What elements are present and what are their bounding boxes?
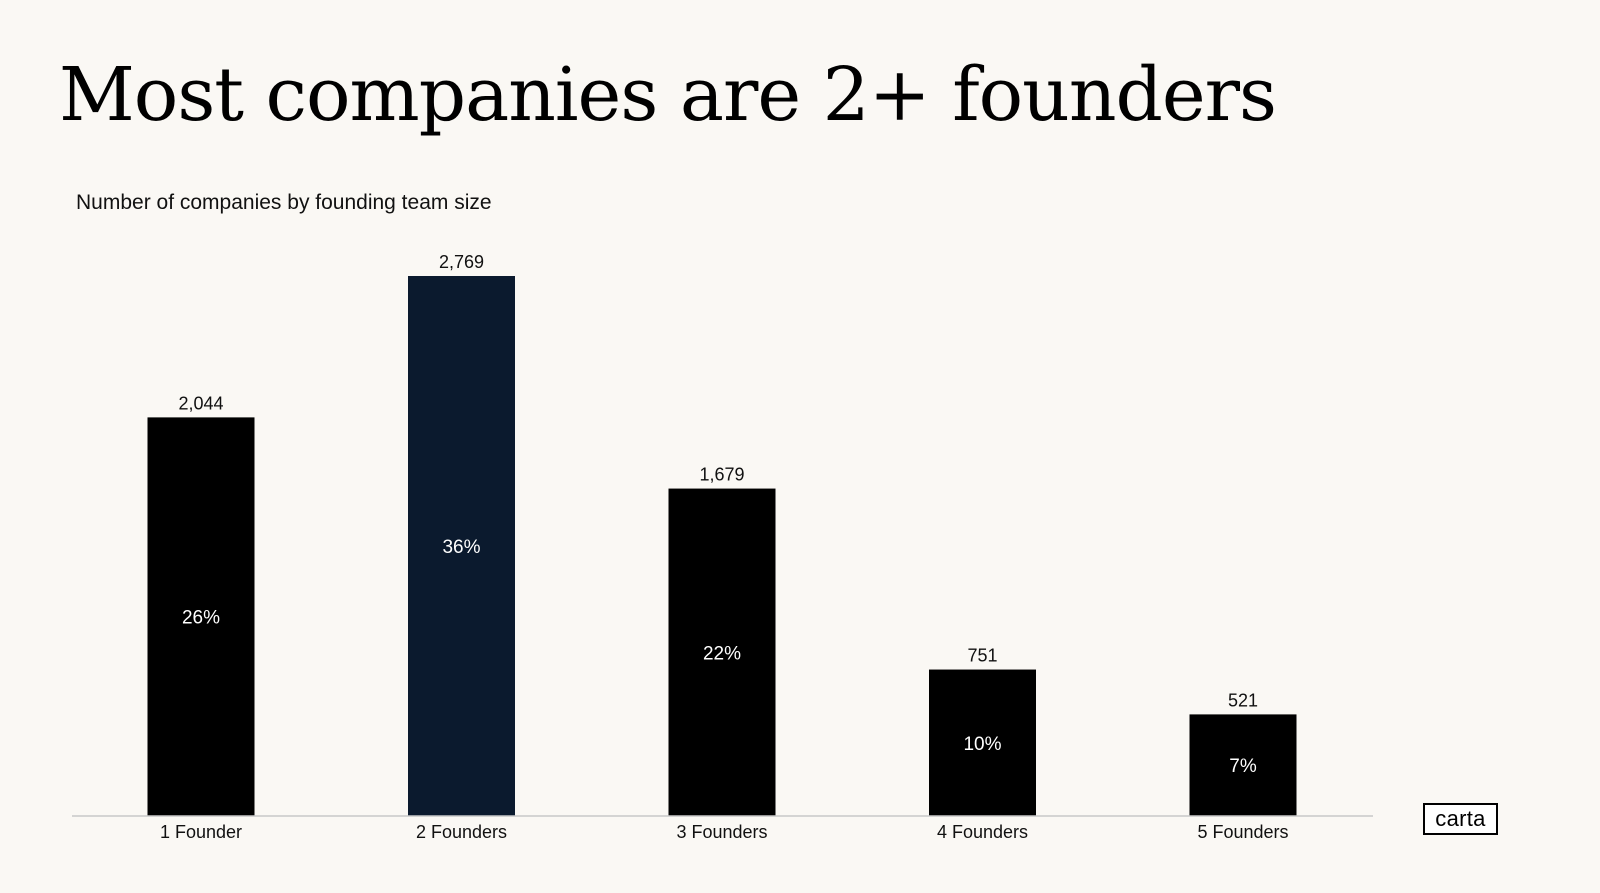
x-tick-label: 2 Founders [416, 822, 507, 842]
bars-layer: 2,044 26% 1 Founder 2,769 36% 2 Founders 1,679… [147, 252, 1297, 842]
bar-value-label: 2,044 [178, 393, 223, 413]
bar-percent-label: 22% [703, 643, 741, 664]
bar-value-label: 521 [1228, 690, 1258, 710]
bar-value-label: 2,769 [439, 252, 484, 272]
bar-percent-label: 10% [963, 734, 1001, 755]
bar-percent-label: 7% [1229, 756, 1257, 777]
bar-4 [929, 669, 1036, 816]
bar-1 [147, 417, 255, 816]
slide-title: Most companies are 2+ founders [59, 52, 1277, 138]
x-tick-label: 5 Founders [1197, 822, 1288, 842]
bar-5 [1189, 714, 1297, 816]
x-tick-label: 3 Founders [676, 822, 767, 842]
chart-subtitle: Number of companies by founding team siz… [76, 191, 492, 214]
x-tick-label: 1 Founder [160, 822, 242, 842]
bar-3 [668, 488, 776, 816]
bar-chart: Number of companies by founding team siz… [0, 180, 1400, 870]
bar-2 [408, 276, 515, 816]
bar-value-label: 1,679 [699, 465, 744, 485]
x-tick-label: 4 Founders [937, 822, 1028, 842]
bar-value-label: 751 [967, 646, 997, 666]
chart-svg: Number of companies by founding team siz… [72, 191, 1373, 842]
carta-logo: carta [1423, 803, 1498, 835]
bar-percent-label: 36% [442, 537, 480, 558]
bar-percent-label: 26% [182, 608, 220, 629]
